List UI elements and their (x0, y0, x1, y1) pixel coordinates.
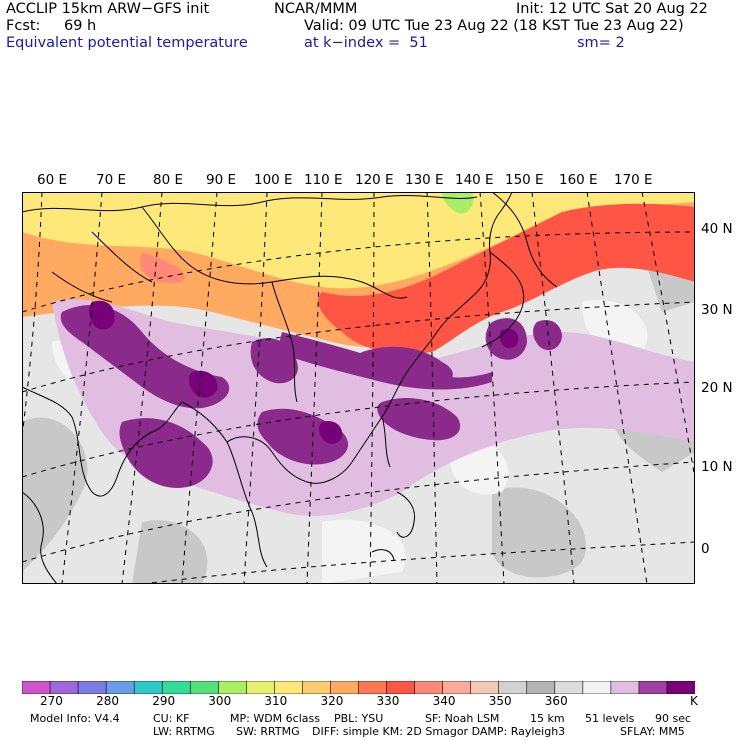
org-label: NCAR/MMM (274, 1, 358, 17)
forecast-label: Fcst: (6, 18, 41, 34)
colorbar-swatch (49, 681, 79, 694)
colorbar-swatch (161, 681, 192, 694)
colorbar-swatch (358, 681, 388, 694)
lon-label: 160 E (559, 172, 598, 188)
colorbar-tick-label: 360 (544, 694, 568, 708)
diffusion-damping: DIFF: simple KM: 2D Smagor DAMP: Rayleig… (312, 725, 566, 738)
coastlines (22, 192, 558, 584)
colorbar-swatch (554, 681, 584, 694)
colorbar-tick-label: 320 (320, 694, 344, 708)
lon-label: 150 E (505, 172, 544, 188)
lon-label: 140 E (455, 172, 494, 188)
colorbar-swatch (105, 681, 135, 694)
cumulus-scheme: CU: KF (153, 712, 190, 725)
pbl-scheme: PBL: YSU (334, 712, 384, 725)
lon-label: 120 E (355, 172, 394, 188)
colorbar-tick-label: 310 (264, 694, 288, 708)
vertical-levels: 51 levels (585, 712, 635, 725)
resolution: 15 km (530, 712, 565, 725)
colorbar-tick-label: 300 (208, 694, 232, 708)
model-title: ACCLIP 15km ARW−GFS init (6, 1, 210, 17)
valid-time: Valid: 09 UTC Tue 23 Aug 22 (18 KST Tue … (304, 18, 684, 34)
red-region (318, 203, 695, 354)
colorbar (22, 681, 695, 694)
lat-label: 10 N (701, 459, 733, 475)
lon-label: 100 E (254, 172, 293, 188)
graticule (22, 192, 695, 584)
smoothing-value: sm= 2 (577, 35, 625, 51)
lat-label: 20 N (701, 380, 733, 396)
colorbar-swatch (610, 681, 640, 694)
colorbar-swatch (77, 681, 107, 694)
colorbar-swatch (386, 681, 416, 694)
colorbar-tick-label: 340 (432, 694, 456, 708)
shortwave-scheme: SW: RRTMG (236, 725, 300, 738)
lilac-region (52, 299, 695, 516)
colorbar-swatch (666, 681, 695, 694)
lon-label: 170 E (614, 172, 653, 188)
colorbar-tick-label: 350 (488, 694, 512, 708)
lon-label: 60 E (37, 172, 67, 188)
colorbar-swatch (330, 681, 360, 694)
lon-label: 90 E (206, 172, 236, 188)
colorbar-swatch (246, 681, 276, 694)
longwave-scheme: LW: RRTMG (153, 725, 215, 738)
theta-e-map (22, 192, 695, 584)
lon-label: 80 E (153, 172, 183, 188)
level-index: at k−index = 51 (304, 35, 428, 51)
colorbar-swatch (526, 681, 556, 694)
field-name: Equivalent potential temperature (6, 35, 248, 51)
surface-scheme: SF: Noah LSM (425, 712, 500, 725)
lon-label: 110 E (304, 172, 343, 188)
colorbar-swatch (133, 681, 164, 694)
model-info-version: Model Info: V4.4 (30, 712, 120, 725)
colorbar-swatch (189, 681, 220, 694)
colorbar-swatch (414, 681, 444, 694)
colorbar-tick-label: 270 (40, 694, 63, 708)
colorbar-tick-label: 330 (376, 694, 400, 708)
surface-layer-scheme: SFLAY: MM5 (620, 725, 685, 738)
map-frame (22, 192, 695, 584)
lon-label: 130 E (405, 172, 444, 188)
lat-label: 30 N (701, 302, 733, 318)
init-time: Init: 12 UTC Sat 20 Aug 22 (516, 1, 708, 17)
colorbar-tick-label: 280 (96, 694, 119, 708)
lat-label: 0 (701, 541, 710, 557)
colorbar-swatch (274, 681, 304, 694)
colorbar-tick-label: 290 (152, 694, 176, 708)
salmon-patch (140, 252, 185, 284)
colorbar-swatch (217, 681, 248, 694)
colorbar-swatch (582, 681, 612, 694)
microphysics-scheme: MP: WDM 6class (230, 712, 320, 725)
colorbar-swatch (442, 681, 472, 694)
time-step: 90 sec (655, 712, 692, 725)
colorbar-swatch (22, 681, 51, 694)
colorbar-swatch (302, 681, 332, 694)
colorbar-swatch (498, 681, 528, 694)
colorbar-swatch (470, 681, 500, 694)
lon-label: 70 E (96, 172, 126, 188)
forecast-hour: 69 h (64, 18, 97, 34)
colorbar-swatch (638, 681, 668, 694)
lat-label: 40 N (701, 221, 733, 237)
colorbar-unit: K (690, 694, 698, 708)
